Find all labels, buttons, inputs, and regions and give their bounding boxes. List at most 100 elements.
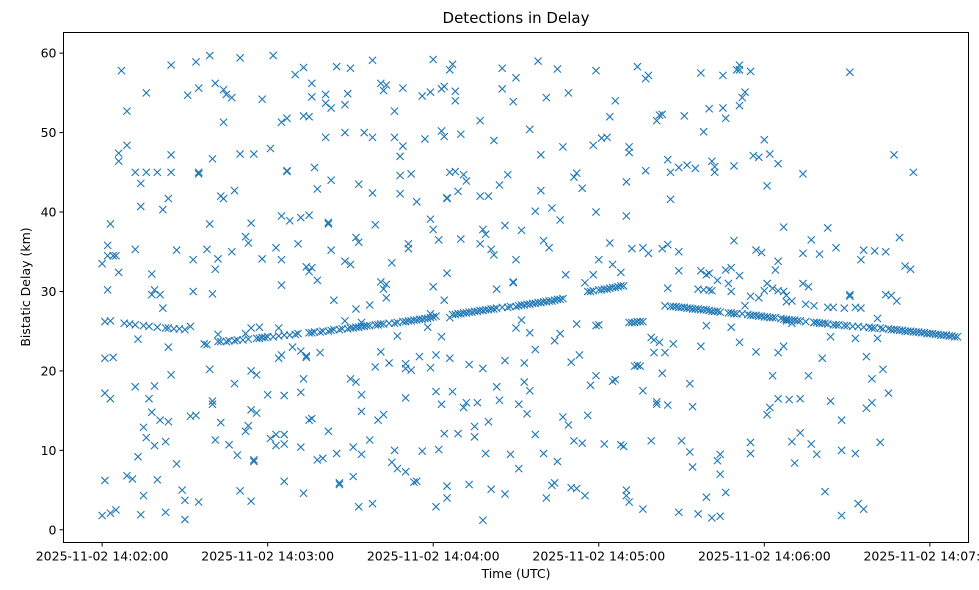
data-point [313, 276, 322, 285]
data-point [164, 417, 173, 426]
y-tick-label: 20 [41, 363, 57, 378]
data-point [892, 297, 901, 305]
data-point [572, 169, 581, 178]
data-point [310, 163, 319, 172]
data-point [340, 316, 349, 325]
scatter-points [98, 51, 962, 525]
data-point [674, 266, 683, 275]
data-point [111, 505, 120, 514]
data-point [183, 91, 192, 100]
data-point [440, 132, 449, 141]
data-point [443, 482, 452, 491]
data-point [122, 471, 131, 480]
data-point [746, 292, 755, 301]
data-point [779, 342, 788, 351]
data-point [431, 387, 440, 396]
data-point [222, 337, 231, 346]
data-point [832, 243, 841, 252]
data-point [644, 249, 653, 258]
data-point [478, 364, 487, 373]
data-point [638, 317, 647, 326]
data-point [707, 157, 716, 166]
data-point [746, 438, 755, 447]
data-point [702, 493, 711, 502]
data-point [594, 320, 603, 329]
data-point [379, 86, 388, 95]
data-point [787, 437, 796, 446]
data-point [225, 440, 234, 449]
data-point [351, 304, 360, 313]
data-point [589, 270, 598, 279]
data-point [398, 84, 407, 93]
data-point [845, 290, 854, 299]
data-point [531, 207, 540, 216]
data-point [191, 57, 200, 66]
data-point [418, 447, 427, 456]
data-point [754, 293, 763, 302]
x-axis-label: Time (UTC) [480, 566, 550, 581]
data-point [901, 262, 910, 271]
data-point [376, 277, 385, 286]
data-point [856, 304, 865, 313]
data-point [669, 339, 678, 348]
data-point [360, 128, 369, 137]
data-point [291, 70, 300, 79]
data-point [867, 398, 876, 407]
data-point [876, 324, 885, 333]
data-point [462, 398, 471, 407]
data-point [164, 343, 173, 352]
data-point [658, 369, 667, 378]
data-point [531, 430, 540, 439]
data-point [147, 408, 156, 417]
data-point [536, 150, 545, 159]
data-point [445, 354, 454, 363]
data-point [619, 281, 628, 290]
data-point [796, 428, 805, 437]
data-point [418, 92, 427, 101]
plot-frame [63, 32, 969, 543]
data-point [167, 61, 176, 70]
data-point [241, 232, 250, 241]
data-point [558, 412, 567, 421]
data-point [324, 219, 333, 228]
data-point [550, 478, 559, 487]
data-point [211, 436, 220, 445]
data-point [423, 323, 432, 332]
data-point [716, 470, 725, 479]
data-point [539, 236, 548, 245]
data-point [274, 324, 283, 333]
data-point [520, 358, 529, 367]
data-point [205, 51, 214, 60]
data-point [136, 202, 145, 211]
data-point [186, 322, 195, 331]
data-point [713, 307, 722, 316]
data-point [346, 260, 355, 269]
data-point [768, 284, 777, 293]
data-point [470, 422, 479, 431]
data-point [481, 230, 490, 239]
data-point [547, 297, 556, 305]
data-point [343, 89, 352, 98]
data-point [114, 149, 123, 158]
data-point [351, 233, 360, 242]
data-point [837, 416, 846, 425]
data-point [534, 57, 543, 66]
data-point [172, 246, 181, 255]
data-point [260, 333, 269, 342]
data-point [280, 477, 289, 486]
data-point [512, 73, 520, 82]
data-point [161, 324, 170, 333]
data-point [580, 278, 589, 287]
data-point [365, 436, 374, 445]
data-point [603, 285, 612, 294]
data-point [658, 110, 667, 119]
data-point [440, 429, 449, 438]
data-point [636, 317, 645, 326]
data-point [859, 505, 868, 514]
data-point [277, 212, 286, 220]
data-point [818, 354, 827, 363]
data-point [478, 516, 487, 525]
data-point [622, 177, 631, 186]
data-point [109, 353, 118, 362]
data-point [674, 247, 683, 256]
